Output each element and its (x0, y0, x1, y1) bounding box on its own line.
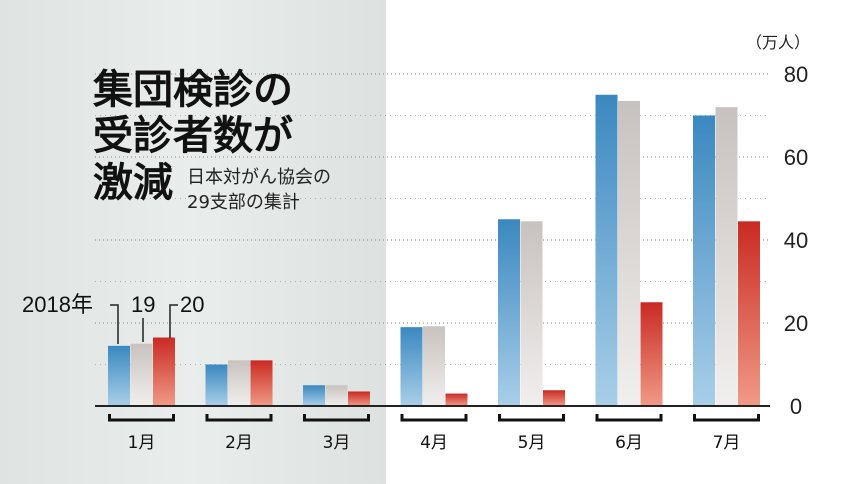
bar-2018-7 (693, 115, 715, 406)
category-bracket-1 (108, 414, 175, 422)
bar-2020-3 (348, 391, 370, 406)
legend-pointer-2020 (169, 304, 178, 338)
bar-2020-7 (738, 221, 760, 406)
bar-2019-3 (325, 385, 348, 406)
legend-label-2018: 2018年 (22, 292, 93, 317)
bar-2018-2 (205, 364, 228, 406)
bar-2019-7 (715, 107, 738, 406)
category-label-6: 6月 (615, 433, 643, 453)
bar-2019-4 (423, 326, 445, 406)
title-line-3: 激減 (93, 160, 173, 206)
y-axis-unit-label: （万人） (746, 33, 810, 52)
category-bracket-7 (693, 414, 760, 422)
category-label-3: 3月 (323, 433, 351, 453)
y-tick-label-60: 60 (784, 145, 808, 170)
legend: 2018年 19 20 (22, 292, 204, 344)
y-tick-label-20: 20 (784, 311, 808, 336)
bar-2020-5 (543, 390, 565, 406)
category-label-5: 5月 (518, 433, 546, 453)
subtitle-line-1: 日本対がん協会の (187, 167, 331, 188)
title-line-2: 受診者数が (93, 113, 293, 159)
bar-2018-6 (595, 94, 618, 406)
category-label-2: 2月 (225, 433, 253, 453)
bar-2019-1 (130, 343, 153, 406)
bar-2018-1 (108, 345, 130, 406)
bar-2018-5 (498, 219, 520, 406)
bar-2018-4 (400, 327, 423, 406)
title-line-1: 集団検診の (92, 67, 293, 113)
bar-2019-6 (618, 100, 640, 406)
subtitle-line-2: 29支部の集計 (187, 192, 300, 213)
category-bracket-2 (205, 414, 273, 422)
bars (108, 94, 760, 406)
category-label-4: 4月 (420, 433, 448, 453)
bar-2019-5 (520, 221, 543, 406)
x-axis-categories: 1月 2月 3月 4月 5月 6月 7月 (108, 414, 760, 453)
legend-pointer-2018 (110, 304, 119, 344)
bar-2018-3 (303, 385, 325, 406)
category-bracket-3 (303, 414, 370, 422)
legend-label-2019: 19 (131, 292, 155, 317)
legend-label-2020: 20 (180, 292, 204, 317)
category-bracket-6 (595, 414, 663, 422)
bar-2020-1 (153, 337, 175, 406)
bar-2020-4 (445, 393, 468, 406)
chart-title: 集団検診の 受診者数が 激減 (92, 67, 293, 206)
y-tick-label-80: 80 (784, 62, 808, 87)
y-tick-label-40: 40 (784, 228, 808, 253)
category-label-7: 7月 (713, 433, 741, 453)
y-axis-ticks: 0 20 40 60 80 (784, 62, 808, 419)
chart-subtitle: 日本対がん協会の 29支部の集計 (187, 167, 331, 213)
category-bracket-5 (498, 414, 565, 422)
bar-2020-6 (640, 302, 663, 406)
bar-2020-2 (250, 360, 273, 406)
category-bracket-4 (400, 414, 468, 422)
y-tick-label-0: 0 (790, 394, 802, 419)
bar-2019-2 (228, 360, 250, 406)
gridlines (95, 73, 770, 365)
category-label-1: 1月 (128, 433, 156, 453)
